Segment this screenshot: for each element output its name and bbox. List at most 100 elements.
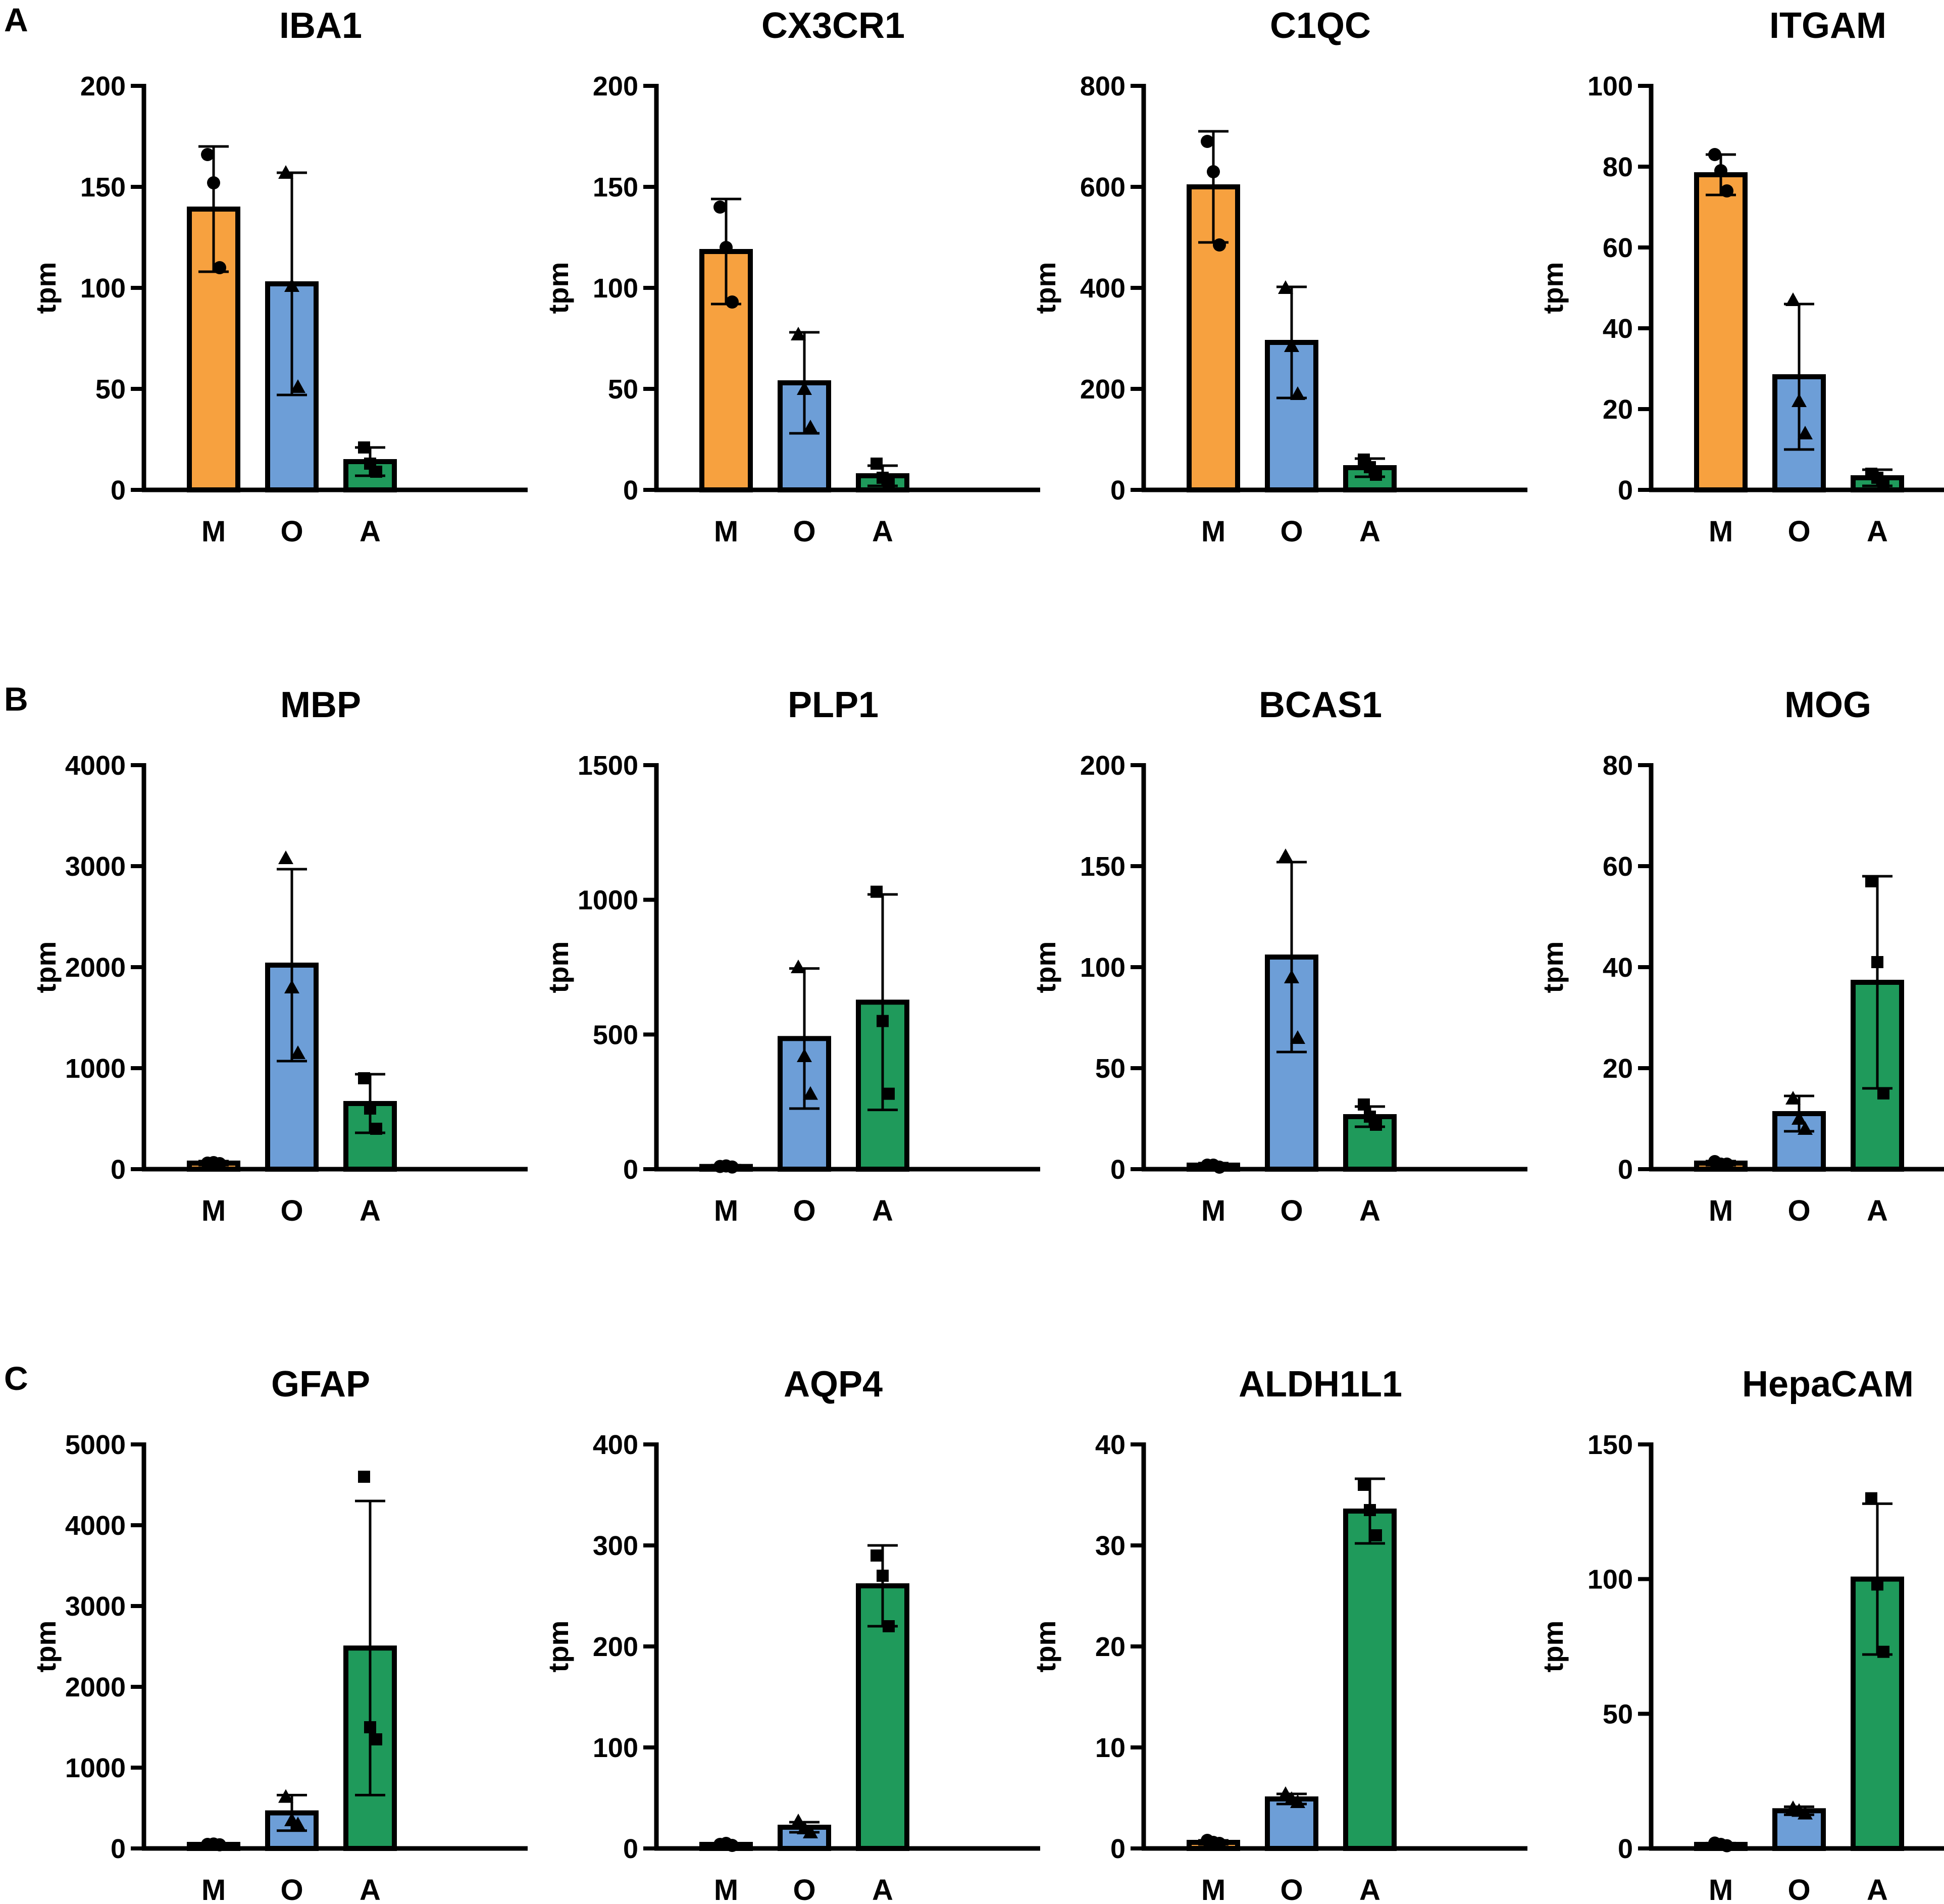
x-tick-label-c1qc-O: O xyxy=(1280,515,1303,548)
data-point-plp1-A xyxy=(883,1087,895,1100)
data-point-mbp-O xyxy=(278,850,293,864)
data-point-aqp4-M xyxy=(726,1839,739,1852)
y-axis-title-mog: tpm xyxy=(1537,941,1569,993)
data-point-hepacam-A xyxy=(1877,1645,1889,1658)
chart-itgam: ITGAM tpm 0 20 40 60 80 100 M O A xyxy=(1537,6,1944,548)
y-tick-label-aqp4: 100 xyxy=(593,1733,638,1763)
x-tick-label-aqp4-O: O xyxy=(793,1874,815,1904)
chart-mog: MOG tpm 0 20 40 60 80 M O A xyxy=(1537,685,1944,1227)
y-tick-label-mog: 20 xyxy=(1603,1054,1633,1084)
data-point-mog-O xyxy=(1785,1091,1801,1105)
y-axis-title-aqp4: tpm xyxy=(542,1621,574,1673)
y-tick-label-hepacam: 50 xyxy=(1603,1699,1633,1729)
data-point-iba1-M xyxy=(201,148,214,161)
panel-letter-B: B xyxy=(4,680,28,718)
x-tick-label-itgam-A: A xyxy=(1867,515,1888,548)
data-point-mog-A xyxy=(1877,1087,1889,1099)
y-tick-label-c1qc: 600 xyxy=(1080,172,1126,203)
data-point-iba1-M xyxy=(207,176,220,189)
x-tick-label-bcas1-A: A xyxy=(1359,1194,1380,1227)
y-tick-label-gfap: 1000 xyxy=(65,1753,126,1783)
data-point-hepacam-M xyxy=(1720,1839,1733,1852)
chart-aldh1l1: ALDH1L1 tpm 0 10 20 30 40 M O A xyxy=(1030,1364,1527,1904)
chart-title-iba1: IBA1 xyxy=(279,6,362,46)
data-point-bcas1-O xyxy=(1290,1030,1305,1044)
y-tick-label-cx3cr1: 200 xyxy=(593,71,638,102)
data-point-cx3cr1-A xyxy=(883,478,895,490)
x-tick-label-cx3cr1-A: A xyxy=(872,515,893,548)
x-tick-label-plp1-A: A xyxy=(872,1194,893,1227)
y-tick-label-aqp4: 300 xyxy=(593,1531,638,1561)
y-tick-label-itgam: 20 xyxy=(1603,394,1633,425)
data-point-mog-O xyxy=(1798,1121,1813,1135)
data-point-cx3cr1-M xyxy=(713,201,727,214)
y-tick-label-plp1: 1500 xyxy=(578,750,638,781)
y-tick-label-c1qc: 200 xyxy=(1080,374,1126,405)
y-axis-title-gfap: tpm xyxy=(30,1621,62,1673)
y-tick-label-aldh1l1: 40 xyxy=(1095,1430,1126,1460)
data-point-iba1-O xyxy=(284,278,299,292)
data-point-cx3cr1-M xyxy=(726,295,739,309)
data-point-bcas1-A xyxy=(1358,1098,1370,1111)
data-point-mbp-A xyxy=(364,1103,376,1115)
y-tick-label-plp1: 0 xyxy=(623,1155,638,1185)
data-point-mbp-O xyxy=(290,1045,305,1059)
x-tick-label-iba1-A: A xyxy=(360,515,381,548)
chart-mbp: MBP tpm 0 1000 2000 3000 4000 M O A xyxy=(30,685,528,1227)
chart-title-aldh1l1: ALDH1L1 xyxy=(1239,1364,1402,1405)
data-point-bcas1-O xyxy=(1284,970,1299,983)
y-tick-label-aldh1l1: 10 xyxy=(1095,1733,1126,1763)
x-tick-label-bcas1-O: O xyxy=(1280,1194,1303,1227)
data-point-c1qc-M xyxy=(1207,165,1220,178)
x-tick-label-hepacam-M: M xyxy=(1709,1874,1733,1904)
x-tick-label-aldh1l1-A: A xyxy=(1359,1874,1380,1904)
bar-bcas1-O xyxy=(1265,955,1318,1172)
data-point-gfap-A xyxy=(364,1721,376,1733)
data-point-mog-A xyxy=(1865,875,1877,887)
y-tick-label-iba1: 200 xyxy=(80,71,126,102)
data-point-mog-O xyxy=(1792,1111,1807,1125)
y-tick-label-itgam: 60 xyxy=(1603,233,1633,263)
y-tick-label-itgam: 100 xyxy=(1588,71,1633,102)
data-point-aqp4-A xyxy=(877,1570,889,1582)
data-point-mbp-A xyxy=(370,1123,382,1135)
data-point-gfap-M xyxy=(213,1838,226,1851)
x-tick-label-gfap-A: A xyxy=(360,1874,381,1904)
y-tick-label-bcas1: 200 xyxy=(1080,750,1126,781)
x-tick-label-plp1-M: M xyxy=(714,1194,738,1227)
y-axis-title-hepacam: tpm xyxy=(1537,1621,1569,1673)
chart-title-mbp: MBP xyxy=(280,685,361,725)
x-tick-label-mog-M: M xyxy=(1709,1194,1733,1227)
panel-letter-C: C xyxy=(4,1360,28,1397)
y-axis-title-c1qc: tpm xyxy=(1030,262,1061,314)
x-tick-label-cx3cr1-O: O xyxy=(793,515,815,548)
y-tick-label-c1qc: 0 xyxy=(1110,475,1126,506)
y-tick-label-gfap: 4000 xyxy=(65,1511,126,1541)
chart-plp1: PLP1 tpm 0 500 1000 1500 M O A xyxy=(542,685,1040,1227)
x-tick-label-aldh1l1-O: O xyxy=(1280,1874,1303,1904)
x-tick-label-hepacam-O: O xyxy=(1787,1874,1810,1904)
x-tick-label-aldh1l1-M: M xyxy=(1201,1874,1225,1904)
chart-title-mog: MOG xyxy=(1784,685,1871,725)
data-point-hepacam-A xyxy=(1871,1578,1883,1591)
y-tick-label-bcas1: 0 xyxy=(1110,1155,1126,1185)
x-tick-label-plp1-O: O xyxy=(793,1194,815,1227)
data-point-cx3cr1-A xyxy=(871,458,883,470)
data-point-mbp-O xyxy=(284,980,299,993)
y-axis-title-mbp: tpm xyxy=(30,941,62,993)
y-tick-label-c1qc: 800 xyxy=(1080,71,1126,102)
data-point-plp1-O xyxy=(797,1048,812,1062)
panel-letters: A B C xyxy=(4,1,28,1397)
data-point-mog-M xyxy=(1720,1158,1733,1171)
data-point-c1qc-M xyxy=(1201,135,1214,148)
data-point-itgam-A xyxy=(1877,476,1889,488)
y-tick-label-cx3cr1: 50 xyxy=(608,374,638,405)
data-point-itgam-M xyxy=(1720,184,1733,197)
data-point-bcas1-O xyxy=(1278,848,1293,862)
y-tick-label-aldh1l1: 30 xyxy=(1095,1531,1126,1561)
y-axis-title-bcas1: tpm xyxy=(1030,941,1061,993)
y-tick-label-cx3cr1: 0 xyxy=(623,475,638,506)
x-tick-label-mbp-O: O xyxy=(280,1194,303,1227)
